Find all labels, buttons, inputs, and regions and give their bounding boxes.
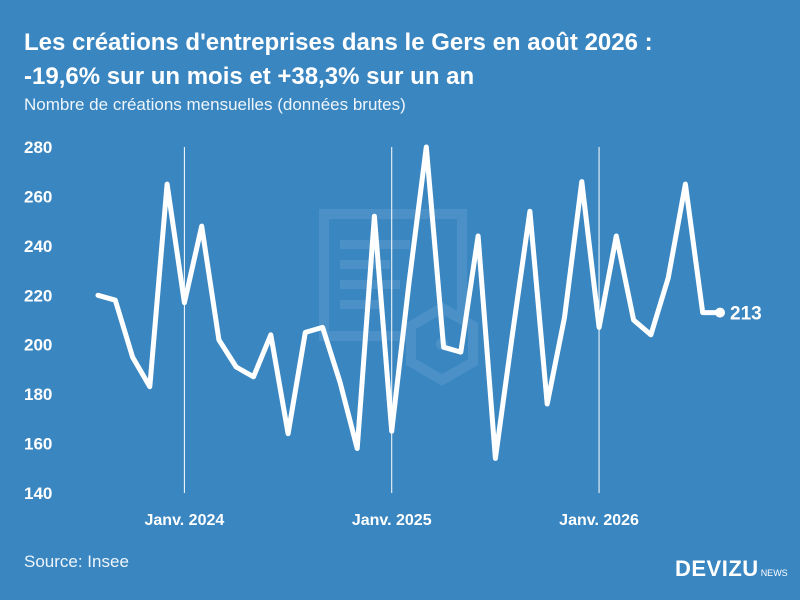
last-point-marker xyxy=(715,307,725,318)
y-tick-label: 160 xyxy=(24,435,52,454)
y-tick-label: 280 xyxy=(24,138,52,157)
y-tick-label: 220 xyxy=(24,286,52,305)
title-line-2: -19,6% sur un mois et +38,3% sur un an xyxy=(24,63,475,90)
y-tick-label: 180 xyxy=(24,385,52,404)
title-line-1: Les créations d'entreprises dans le Gers… xyxy=(24,29,653,56)
y-tick-label: 140 xyxy=(24,484,52,503)
y-tick-label: 240 xyxy=(24,237,52,256)
y-axis: 140 160 180 200 220 240 260 280 xyxy=(24,138,52,503)
source-note: Source: Insee xyxy=(24,552,129,571)
x-axis-markers: Janv. 2024 Janv. 2025 Janv. 2026 xyxy=(145,147,639,529)
brand-name: DEVIZU xyxy=(675,556,759,581)
brand-logo: DEVIZU NEWS xyxy=(675,556,788,582)
y-tick-label: 200 xyxy=(24,336,52,355)
y-tick-label: 260 xyxy=(24,187,52,206)
x-tick-label: Janv. 2024 xyxy=(145,512,225,529)
brand-suffix: NEWS xyxy=(760,568,788,578)
x-tick-label: Janv. 2025 xyxy=(352,512,432,529)
series-line xyxy=(95,144,723,461)
x-tick-label: Janv. 2026 xyxy=(559,512,639,529)
chart-subtitle: Nombre de créations mensuelles (données … xyxy=(24,95,406,114)
chart-title: Les créations d'entreprises dans le Gers… xyxy=(24,26,784,94)
last-value-label: 213 xyxy=(730,304,762,325)
